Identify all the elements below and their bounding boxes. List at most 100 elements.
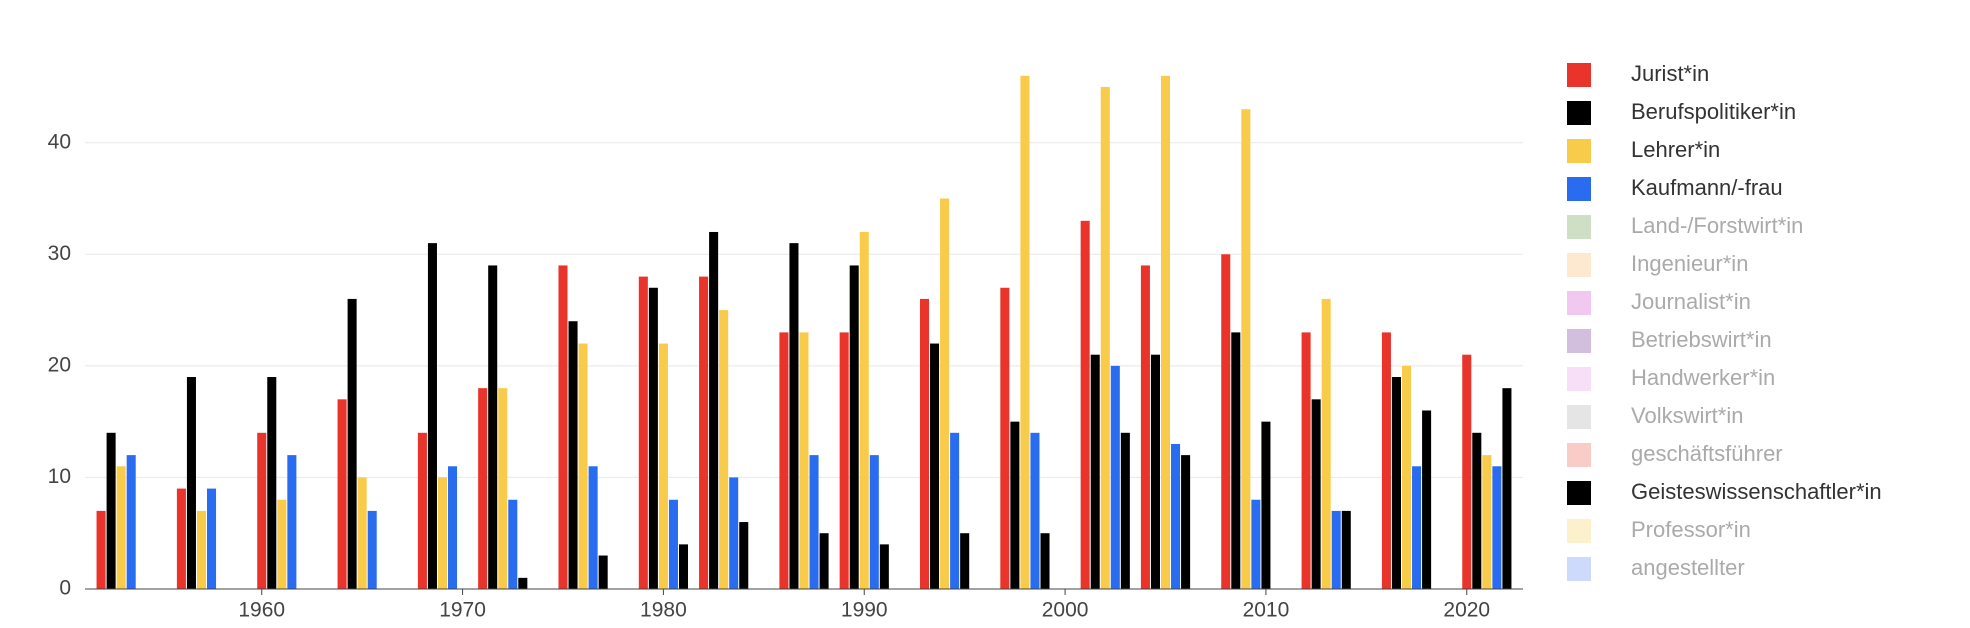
bar <box>1020 75 1030 590</box>
bar <box>337 399 347 589</box>
legend-label[interactable]: Volkswirt*in <box>1631 403 1743 428</box>
bar <box>1391 377 1401 589</box>
bar <box>367 510 377 589</box>
bar <box>588 466 598 589</box>
bar <box>729 477 739 589</box>
legend-label[interactable]: Jurist*in <box>1631 61 1709 86</box>
bar <box>417 432 427 589</box>
bar <box>1150 354 1160 589</box>
bar <box>1090 354 1100 589</box>
legend-label[interactable]: Land-/Forstwirt*in <box>1631 213 1803 238</box>
legend-swatch[interactable] <box>1567 557 1591 581</box>
legend-label[interactable]: Geisteswissenschaftler*in <box>1631 479 1882 504</box>
y-tick-label: 40 <box>48 130 71 153</box>
bar <box>819 533 829 589</box>
bar <box>1502 388 1512 589</box>
bar <box>799 332 809 589</box>
bar <box>96 510 106 589</box>
bar <box>427 243 437 589</box>
bar <box>196 510 207 589</box>
bar <box>930 343 940 589</box>
bar <box>879 544 889 589</box>
bar <box>709 231 719 589</box>
legend-label[interactable]: Lehrer*in <box>1631 137 1720 162</box>
bar <box>849 265 859 589</box>
bar <box>1221 254 1231 590</box>
bar <box>1120 432 1130 589</box>
legend-swatch[interactable] <box>1567 405 1591 429</box>
legend-swatch[interactable] <box>1567 329 1591 353</box>
bar <box>789 243 799 589</box>
legend-swatch[interactable] <box>1567 177 1591 201</box>
bar <box>859 231 869 589</box>
x-tick-label: 2020 <box>1443 599 1490 622</box>
bar <box>1301 332 1311 589</box>
bar <box>1472 432 1482 589</box>
y-tick-label: 10 <box>48 465 71 488</box>
y-tick-label: 30 <box>48 242 71 265</box>
y-tick-label: 0 <box>59 577 71 600</box>
bar <box>1140 265 1150 589</box>
legend-label[interactable]: Berufspolitiker*in <box>1631 99 1796 124</box>
bar <box>267 377 277 589</box>
legend-swatch[interactable] <box>1567 101 1591 125</box>
legend-label[interactable]: Handwerker*in <box>1631 365 1775 390</box>
legend-label[interactable]: Journalist*in <box>1631 289 1751 314</box>
legend-swatch[interactable] <box>1567 481 1591 505</box>
bar <box>558 265 568 589</box>
bar <box>488 265 498 589</box>
bar <box>1482 455 1492 589</box>
bar <box>186 377 196 589</box>
y-tick-label: 20 <box>48 353 71 376</box>
bar <box>287 455 297 589</box>
legend-swatch[interactable] <box>1567 443 1591 467</box>
legend-label[interactable]: Betriebswirt*in <box>1631 327 1772 352</box>
bar <box>869 455 879 589</box>
legend-swatch[interactable] <box>1567 519 1591 543</box>
legend-label[interactable]: geschäftsführer <box>1631 441 1783 466</box>
x-tick-label: 1980 <box>640 599 687 622</box>
bar <box>678 544 689 589</box>
legend-label[interactable]: Professor*in <box>1631 517 1751 542</box>
bar <box>919 298 930 589</box>
bar <box>739 522 749 589</box>
bar <box>779 332 789 589</box>
bar <box>176 488 186 589</box>
bar <box>940 198 950 589</box>
x-tick-label: 1970 <box>439 599 486 622</box>
bar <box>1160 75 1171 590</box>
bar <box>1261 421 1271 589</box>
bar <box>116 466 126 589</box>
legend-label[interactable]: Kaufmann/-frau <box>1631 175 1783 200</box>
legend-swatch[interactable] <box>1567 215 1591 239</box>
x-tick-label: 1960 <box>238 599 285 622</box>
legend-label[interactable]: Ingenieur*in <box>1631 251 1748 276</box>
bar <box>478 388 488 589</box>
bar <box>448 466 458 589</box>
legend-swatch[interactable] <box>1567 63 1591 87</box>
legend-swatch[interactable] <box>1567 253 1591 277</box>
legend-swatch[interactable] <box>1567 291 1591 315</box>
legend-swatch[interactable] <box>1567 367 1591 391</box>
legend-label[interactable]: angestellter <box>1631 555 1745 580</box>
bar <box>638 276 648 589</box>
bar <box>106 432 116 589</box>
bar <box>347 298 357 589</box>
bar <box>498 388 508 589</box>
x-tick-label: 1990 <box>841 599 888 622</box>
bar <box>1251 499 1261 589</box>
bar <box>568 321 578 589</box>
bar <box>207 488 217 589</box>
bar <box>126 455 136 589</box>
bar <box>277 499 287 589</box>
legend-swatch[interactable] <box>1567 139 1591 163</box>
bar <box>1401 365 1412 589</box>
bar <box>357 477 367 589</box>
bar <box>257 432 267 589</box>
bar <box>437 477 448 589</box>
x-tick-label: 2000 <box>1042 599 1089 622</box>
x-tick-label: 2010 <box>1243 599 1290 622</box>
bar <box>1100 86 1110 589</box>
bar <box>1381 332 1391 589</box>
